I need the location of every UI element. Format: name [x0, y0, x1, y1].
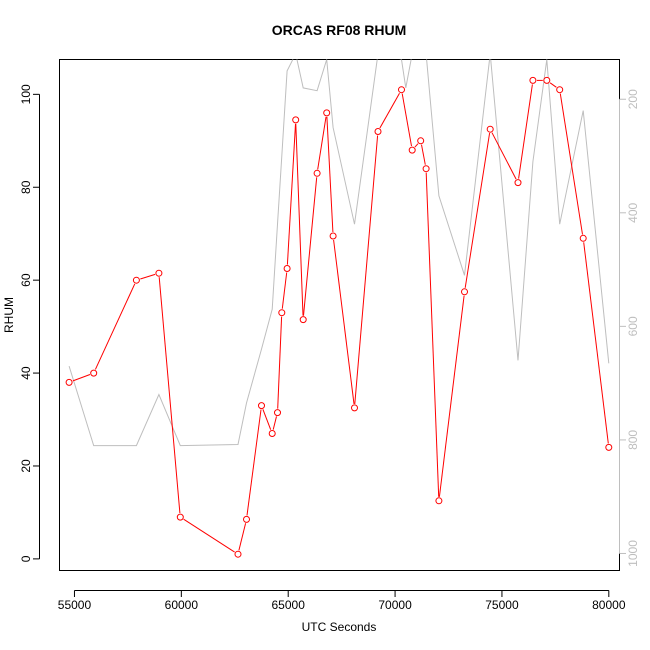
- red-series-segment: [559, 93, 583, 235]
- red-series-point: [278, 309, 286, 317]
- y-tick-label: 40: [19, 366, 33, 380]
- red-series-segment: [425, 172, 440, 497]
- red-series-point: [299, 316, 307, 324]
- y-right-tick-label: 800: [626, 430, 640, 450]
- red-series-point: [461, 288, 468, 296]
- red-series-point: [422, 165, 430, 173]
- red-series-segment: [326, 116, 334, 233]
- red-series-point: [417, 137, 425, 145]
- y-tick-label: 20: [19, 459, 33, 473]
- red-series-segment: [421, 144, 426, 165]
- y-tick-label: 60: [19, 273, 33, 287]
- red-series-segment: [333, 239, 355, 404]
- red-series-segment: [140, 273, 156, 280]
- y-tick-label: 100: [19, 84, 33, 104]
- red-series-segment: [158, 277, 181, 514]
- red-series-point: [329, 232, 337, 240]
- red-series-layer: [65, 76, 613, 558]
- red-series-segment: [238, 523, 247, 551]
- red-series-point: [543, 76, 551, 84]
- red-series-segment: [438, 295, 465, 497]
- red-series-point: [313, 169, 321, 177]
- x-tick-label: 80000: [592, 598, 626, 612]
- y-right-tick-label: 400: [626, 202, 640, 222]
- red-series-segment: [183, 518, 235, 553]
- red-series-segment: [72, 374, 91, 382]
- red-series-segment: [286, 123, 296, 265]
- red-series-segment: [295, 123, 304, 316]
- red-series-point: [268, 430, 276, 437]
- red-series-segment: [281, 272, 288, 309]
- red-series-segment: [401, 93, 412, 147]
- red-series-point: [514, 179, 522, 187]
- y-axis: 0 20 40 60 80 100: [19, 84, 40, 562]
- red-series-point: [556, 86, 564, 94]
- red-series-segment: [317, 116, 327, 170]
- red-series-segment: [303, 177, 318, 316]
- plot-frame: [59, 59, 620, 571]
- red-series-point: [398, 86, 405, 94]
- x-tick-label: 75000: [485, 598, 519, 612]
- red-series-point: [234, 550, 242, 558]
- red-series-point: [605, 443, 613, 451]
- red-series-point: [155, 269, 163, 277]
- red-series-point: [579, 234, 587, 242]
- red-series-point: [408, 146, 416, 154]
- red-series-point: [374, 128, 382, 135]
- x-tick-label: 70000: [378, 598, 412, 612]
- x-tick-label: 65000: [272, 598, 306, 612]
- red-series-point: [274, 409, 281, 417]
- red-series-point: [90, 369, 98, 377]
- red-series-segment: [549, 82, 557, 88]
- red-series-segment: [464, 133, 491, 288]
- grey-series-line: [68, 59, 610, 447]
- red-series-point: [486, 125, 494, 133]
- red-series-segment: [414, 143, 419, 148]
- red-series-segment: [491, 132, 517, 180]
- y-axis-label: RHUM: [2, 297, 16, 333]
- y-right-tick-label: 600: [626, 316, 640, 336]
- red-series-point: [529, 76, 537, 84]
- red-series-point: [351, 404, 358, 412]
- x-axis: 55000 60000 65000 70000 75000 80000: [58, 590, 626, 612]
- red-series-segment: [518, 84, 533, 179]
- y-right-tick-label: 1000: [626, 540, 640, 567]
- y-right-tick-label: 200: [626, 89, 640, 109]
- y-axis-right: 200 400 600 800 1000: [619, 89, 640, 567]
- x-axis-label: UTC Seconds: [302, 620, 377, 634]
- red-series-point: [132, 276, 140, 284]
- red-series-point: [243, 515, 250, 523]
- red-series-segment: [379, 92, 400, 129]
- grey-series-layer: [68, 59, 610, 447]
- red-series-point: [283, 265, 291, 272]
- red-series-segment: [354, 135, 379, 404]
- y-tick-label: 0: [19, 555, 33, 562]
- chart-title: ORCAS RF08 RHUM: [272, 22, 407, 38]
- red-series-segment: [277, 316, 283, 409]
- y-tick-label: 80: [19, 180, 33, 194]
- red-series-segment: [246, 409, 262, 516]
- red-series-point: [258, 402, 265, 410]
- x-tick-label: 60000: [165, 598, 199, 612]
- red-series-segment: [94, 283, 136, 370]
- red-series-segment: [262, 409, 272, 430]
- red-series-point: [292, 116, 300, 124]
- red-series-point: [65, 378, 73, 386]
- x-tick-label: 55000: [58, 598, 92, 612]
- red-series-point: [435, 497, 443, 505]
- red-series-point: [176, 513, 184, 521]
- red-series-segment: [272, 416, 277, 430]
- red-series-point: [323, 109, 331, 117]
- red-series-segment: [583, 242, 609, 444]
